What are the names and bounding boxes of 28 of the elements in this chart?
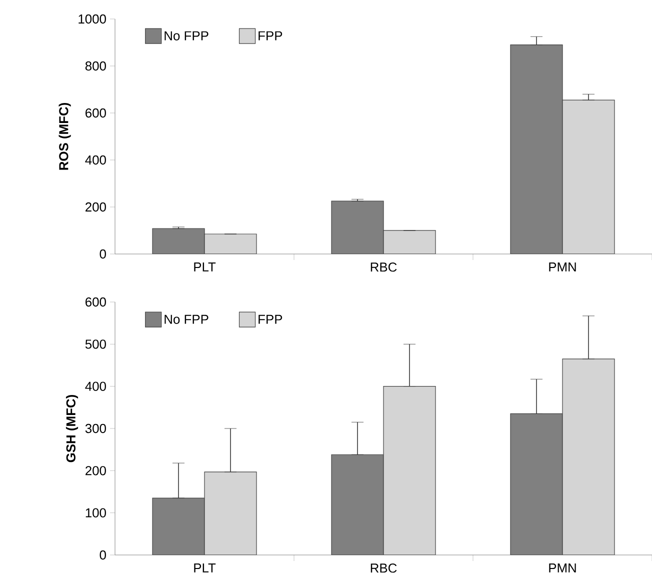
legend-label: No FPP — [164, 314, 208, 324]
y-tick-label: 800 — [85, 61, 106, 71]
legend-label: FPP — [258, 31, 282, 40]
x-tick-label: PMN — [549, 262, 576, 272]
y-tick-label: 600 — [86, 297, 106, 307]
legend-label: FPP — [258, 314, 282, 324]
y-axis-title: ROS (MFC) — [58, 102, 71, 170]
x-tick-label: RBC — [370, 564, 397, 573]
bar — [562, 100, 615, 254]
x-tick-label: PLT — [194, 262, 216, 272]
y-tick-label: 1000 — [78, 14, 106, 24]
y-tick-label: 0 — [100, 550, 106, 560]
y-tick-label: 400 — [85, 382, 106, 391]
y-tick-label: 300 — [85, 424, 106, 434]
y-tick-label: 600 — [86, 108, 106, 118]
y-tick-label: 200 — [86, 202, 106, 212]
bar — [383, 230, 436, 254]
bar — [204, 234, 257, 254]
x-tick-label: RBC — [370, 262, 397, 272]
y-tick-label: 400 — [85, 155, 106, 165]
y-tick-label: 200 — [86, 466, 106, 476]
y-axis-title: GSH (MFC) — [66, 394, 78, 462]
y-tick-label: 100 — [86, 508, 106, 518]
y-tick-label: 0 — [100, 249, 106, 259]
x-tick-label: PMN — [549, 564, 576, 572]
legend-label: No FPP — [164, 31, 208, 40]
x-tick-label: PLT — [194, 564, 216, 572]
y-tick-label: 500 — [85, 340, 106, 349]
